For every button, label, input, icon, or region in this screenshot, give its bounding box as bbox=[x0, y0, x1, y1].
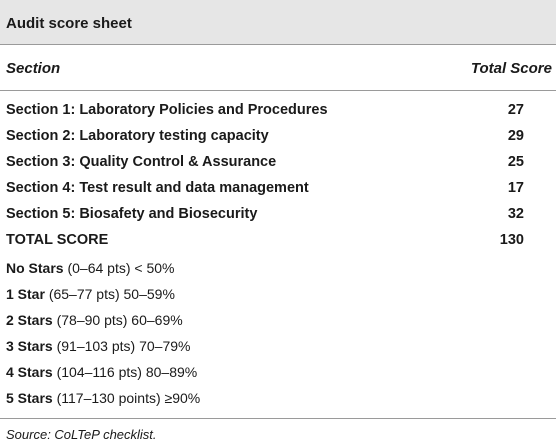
row-score: 32 bbox=[507, 206, 524, 222]
star-rating-item: 3 Stars (91–103 pts) 70–79% bbox=[6, 338, 190, 362]
header-total-score: Total Score bbox=[470, 60, 552, 77]
row-section: Section 2: Laboratory testing capacity bbox=[6, 128, 269, 144]
star-label: 5 Stars bbox=[6, 390, 53, 406]
table-header: Section Total Score bbox=[0, 44, 556, 91]
star-rating-item: 2 Stars (78–90 pts) 60–69% bbox=[6, 312, 183, 336]
table-caption: Audit score sheet bbox=[0, 0, 556, 45]
total-row: TOTAL SCORE 130 bbox=[0, 228, 556, 254]
row-section: Section 3: Quality Control & Assurance bbox=[6, 154, 277, 170]
row-section: Section 4: Test result and data manageme… bbox=[6, 180, 309, 196]
source-note: Source: CoLTeP checklist. bbox=[6, 427, 157, 442]
star-label: 3 Stars bbox=[6, 338, 53, 354]
star-detail: (78–90 pts) 60–69% bbox=[56, 312, 183, 328]
footer-divider bbox=[0, 418, 556, 419]
total-score: 130 bbox=[499, 232, 524, 248]
star-rating-item: 1 Star (65–77 pts) 50–59% bbox=[6, 286, 175, 310]
star-detail: (65–77 pts) 50–59% bbox=[48, 286, 175, 302]
star-rating-item: No Stars (0–64 pts) < 50% bbox=[6, 260, 174, 284]
star-detail: (0–64 pts) < 50% bbox=[67, 260, 175, 276]
row-section: Section 5: Biosafety and Biosecurity bbox=[6, 206, 258, 222]
row-score: 25 bbox=[507, 154, 524, 170]
table-row: Section 2: Laboratory testing capacity 2… bbox=[0, 124, 556, 150]
row-score: 27 bbox=[507, 102, 524, 118]
star-detail: (91–103 pts) 70–79% bbox=[56, 338, 191, 354]
table-row: Section 1: Laboratory Policies and Proce… bbox=[0, 98, 556, 124]
star-label: 2 Stars bbox=[6, 312, 53, 328]
star-detail: (117–130 points) ≥90% bbox=[56, 390, 201, 406]
header-section: Section bbox=[6, 60, 61, 77]
table-row: Section 4: Test result and data manageme… bbox=[0, 176, 556, 202]
star-label: No Stars bbox=[6, 260, 64, 276]
star-label: 1 Star bbox=[6, 286, 45, 302]
row-section: Section 1: Laboratory Policies and Proce… bbox=[6, 102, 328, 118]
star-rating-item: 4 Stars (104–116 pts) 80–89% bbox=[6, 364, 197, 388]
star-rating-item: 5 Stars (117–130 points) ≥90% bbox=[6, 390, 200, 414]
row-score: 29 bbox=[507, 128, 524, 144]
table-row: Section 3: Quality Control & Assurance 2… bbox=[0, 150, 556, 176]
total-label: TOTAL SCORE bbox=[6, 232, 109, 248]
caption-text: Audit score sheet bbox=[6, 15, 132, 32]
star-label: 4 Stars bbox=[6, 364, 53, 380]
table-row: Section 5: Biosafety and Biosecurity 32 bbox=[0, 202, 556, 228]
star-detail: (104–116 pts) 80–89% bbox=[56, 364, 198, 380]
row-score: 17 bbox=[507, 180, 524, 196]
